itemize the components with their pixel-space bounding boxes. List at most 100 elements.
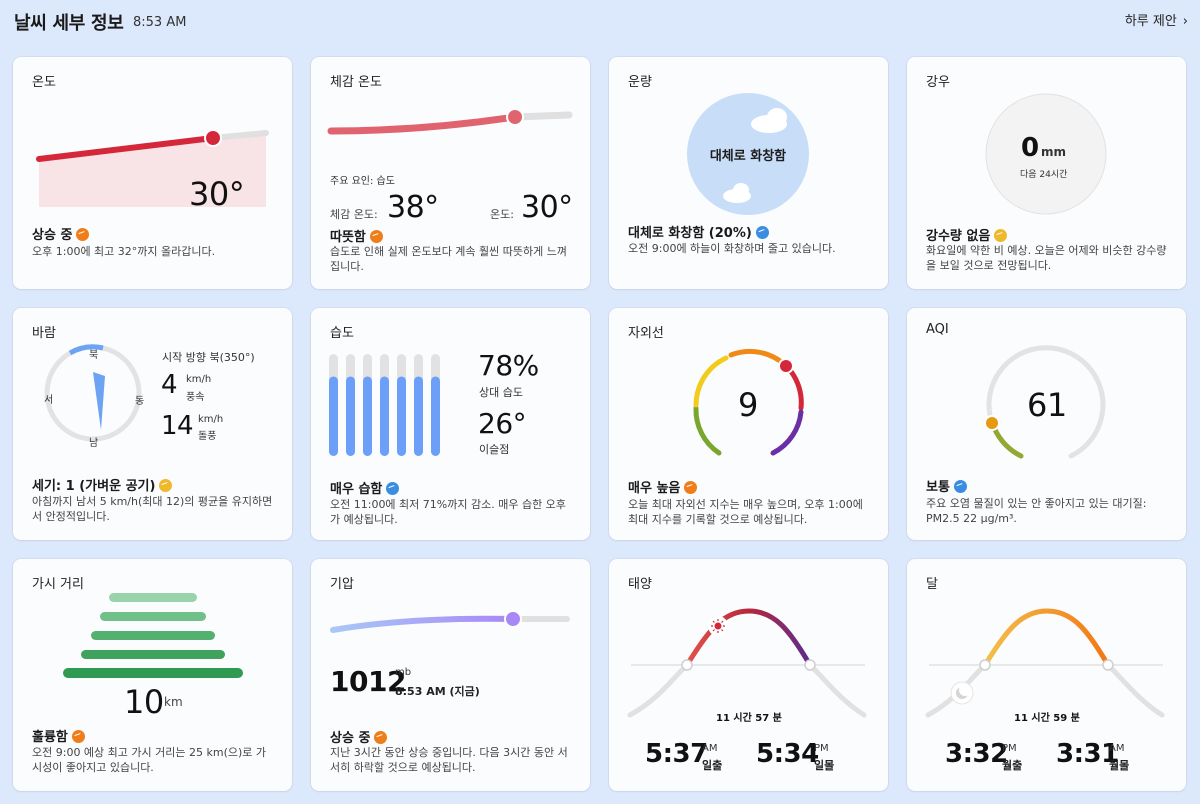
wind-gust: 14 (161, 411, 194, 441)
wind-direction-arrow (93, 372, 105, 430)
temperature-card[interactable]: 온도 30° 상승 중 오후 1:00에 최고 32°까지 올라갑니다. (13, 57, 292, 289)
compass-north: 북 (89, 350, 99, 361)
card-title: 습도 (330, 326, 354, 341)
card-title: 온도 (32, 75, 56, 90)
cloud-cover-card[interactable]: 운량 대체로 화창함 대체로 화창함 (20%) 오전 9:00에 하늘이 화창… (609, 57, 888, 289)
cloud-circle-text: 대체로 화창함 (709, 149, 787, 164)
moonlight-duration: 11 시간 59 분 (1014, 713, 1080, 724)
humidity-card[interactable]: 습도 78% 상대 습도 26° 이슬점 매우 습함 오전 11:00에 최저 … (311, 308, 590, 540)
wind-card[interactable]: 바람 북 남 서 동 시작 방향 북(350°) 4 km/h 풍속 14 km… (13, 308, 292, 540)
status-text: 매우 높음 (628, 477, 698, 496)
moon-icon (950, 681, 974, 705)
card-title: AQI (926, 322, 949, 337)
trend-down-icon (386, 482, 400, 495)
header: 날씨 세부 정보 8:53 AM 하루 제안 › (0, 0, 1200, 44)
feels-like-chart (327, 108, 573, 135)
moonset-label: 월몰 (1109, 759, 1130, 772)
precipitation-card[interactable]: 강우 0 mm 다음 24시간 강수량 없음 화요일에 약한 비 예상. 오늘은… (907, 57, 1186, 289)
pressure-unit: mb (395, 667, 412, 678)
compass-east: 동 (135, 396, 145, 407)
temperature-chart (36, 129, 269, 207)
sun-arc (627, 608, 867, 718)
chevron-right-icon: › (1182, 14, 1188, 29)
description: 오전 9:00 예상 최고 가시 거리는 25 km(으)로 가시성이 좋아지고… (32, 746, 267, 774)
aqi-card[interactable]: AQI 61 보통 주요 오염 물질이 있는 안 좋아지고 있는 대기질: PM… (907, 308, 1186, 540)
dew-point-label: 이슬점 (479, 443, 510, 456)
uv-value: 9 (738, 386, 758, 424)
moonset-time: 3:31 (1056, 739, 1119, 769)
temp-label: 온도: (490, 208, 514, 221)
humidity-bar-fill (346, 376, 355, 456)
temp-value: 30° (521, 190, 573, 225)
description: 아침까지 남서 5 km/h(최대 12)의 평균을 유지하면서 안정적입니다. (32, 495, 273, 523)
humidity-bar-fill (380, 376, 389, 456)
feels-like-card[interactable]: 체감 온도 주요 요인: 습도 체감 온도: 38° 온도: 30° 따뜻함 습… (311, 57, 590, 289)
moonrise-label: 월출 (1002, 759, 1023, 772)
humidity-label: 상대 습도 (479, 386, 523, 399)
card-title: 바람 (32, 326, 56, 341)
pressure-value: 1012 (330, 665, 406, 698)
status-text: 강수량 없음 (926, 225, 1008, 244)
trend-neutral-icon (994, 229, 1008, 242)
status-text: 대체로 화창함 (20%) (628, 222, 769, 241)
uv-marker (778, 358, 794, 374)
trend-up-icon (369, 230, 383, 243)
uv-gauge (693, 348, 804, 456)
trend-down-icon (953, 480, 967, 493)
trend-up-icon (684, 481, 698, 494)
visibility-card[interactable]: 가시 거리 10 km 훌륭함 오전 9:00 예상 최고 가시 거리는 25 … (13, 559, 292, 791)
day-suggestion-link[interactable]: 하루 제안 › (1125, 10, 1188, 29)
card-title: 체감 온도 (330, 75, 382, 90)
main-factor: 주요 요인: 습도 (330, 176, 395, 187)
aqi-value: 61 (1027, 386, 1067, 424)
current-time: 8:53 AM (133, 15, 187, 30)
card-title: 기압 (330, 577, 354, 592)
humidity-bar-fill (431, 376, 440, 456)
wind-speed: 4 (161, 370, 178, 400)
humidity-bars (329, 354, 440, 456)
description: 오전 11:00에 최저 71%까지 감소. 매우 습한 오후가 예상됩니다. (330, 498, 566, 526)
wind-speed-label: 풍속 (186, 392, 205, 403)
sunrise-ampm: AM (702, 743, 718, 754)
precip-unit: mm (1041, 145, 1067, 159)
moonrise-ampm: PM (1002, 743, 1017, 754)
cloud-visual (687, 93, 809, 215)
wind-gust-unit: km/h (198, 414, 224, 425)
visibility-bars (63, 593, 243, 678)
wind-gust-label: 돌풍 (198, 431, 217, 442)
card-title: 강우 (926, 75, 950, 90)
moon-arc (925, 608, 1165, 718)
uv-card[interactable]: 자외선 9 매우 높음 오늘 최대 자외선 지수는 매우 높으며, 오후 1:0… (609, 308, 888, 540)
precip-value: 0 (1021, 133, 1039, 163)
card-title: 자외선 (628, 326, 664, 341)
sun-card[interactable]: 태양 11 시간 57 분 5:37 AM 일출 5:34 PM 일몰 (609, 559, 888, 791)
humidity-value: 78% (478, 349, 539, 382)
status-text: 상승 중 (32, 224, 90, 243)
compass-west: 서 (44, 395, 54, 406)
trend-down-icon (755, 226, 769, 239)
daylight-duration: 11 시간 57 분 (716, 713, 782, 724)
pressure-card[interactable]: 기압 1012 mb 8:53 AM (지금) 상승 중 지난 3시간 동안 상… (311, 559, 590, 791)
dew-point-value: 26° (478, 407, 527, 440)
current-temperature-marker (204, 129, 222, 147)
status-text: 따뜻함 (330, 226, 383, 245)
feels-value: 38° (387, 190, 439, 225)
card-title: 운량 (628, 75, 652, 90)
status-text: 매우 습함 (330, 478, 400, 497)
description: 주요 오염 물질이 있는 안 좋아지고 있는 대기질: PM2.5 22 μg/… (926, 497, 1147, 525)
status-text: 훌륭함 (32, 726, 85, 745)
sunset-time: 5:34 (756, 739, 819, 769)
humidity-bar-fill (329, 376, 338, 456)
trend-up-icon (374, 731, 388, 744)
day-suggestion-label: 하루 제안 (1124, 14, 1177, 29)
card-title: 가시 거리 (32, 577, 84, 592)
status-text: 상승 중 (330, 727, 388, 746)
precip-sub: 다음 24시간 (1020, 170, 1068, 180)
trend-up-icon (71, 730, 85, 743)
temperature-value: 30° (189, 175, 245, 213)
page-title: 날씨 세부 정보 (14, 13, 124, 34)
moon-card[interactable]: 달 11 시간 59 분 3:32 PM 월출 3:31 AM 월몰 (907, 559, 1186, 791)
description: 오늘 최대 자외선 지수는 매우 높으며, 오후 1:00에 최대 지수를 기록… (628, 498, 863, 526)
status-text: 보통 (926, 476, 967, 495)
aqi-marker (984, 415, 1000, 431)
